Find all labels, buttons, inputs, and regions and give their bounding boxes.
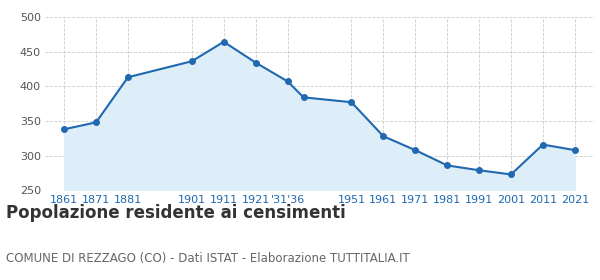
- Point: [283, 79, 292, 84]
- Point: [538, 142, 548, 147]
- Point: [59, 127, 69, 132]
- Point: [442, 163, 452, 168]
- Point: [219, 39, 229, 44]
- Text: Popolazione residente ai censimenti: Popolazione residente ai censimenti: [6, 204, 346, 222]
- Point: [123, 75, 133, 80]
- Point: [91, 120, 101, 125]
- Point: [347, 100, 356, 104]
- Point: [474, 168, 484, 172]
- Text: COMUNE DI REZZAGO (CO) - Dati ISTAT - Elaborazione TUTTITALIA.IT: COMUNE DI REZZAGO (CO) - Dati ISTAT - El…: [6, 252, 410, 265]
- Point: [251, 60, 260, 65]
- Point: [187, 59, 197, 64]
- Point: [299, 95, 308, 100]
- Point: [379, 134, 388, 139]
- Point: [570, 148, 580, 152]
- Point: [410, 148, 420, 152]
- Point: [506, 172, 516, 177]
